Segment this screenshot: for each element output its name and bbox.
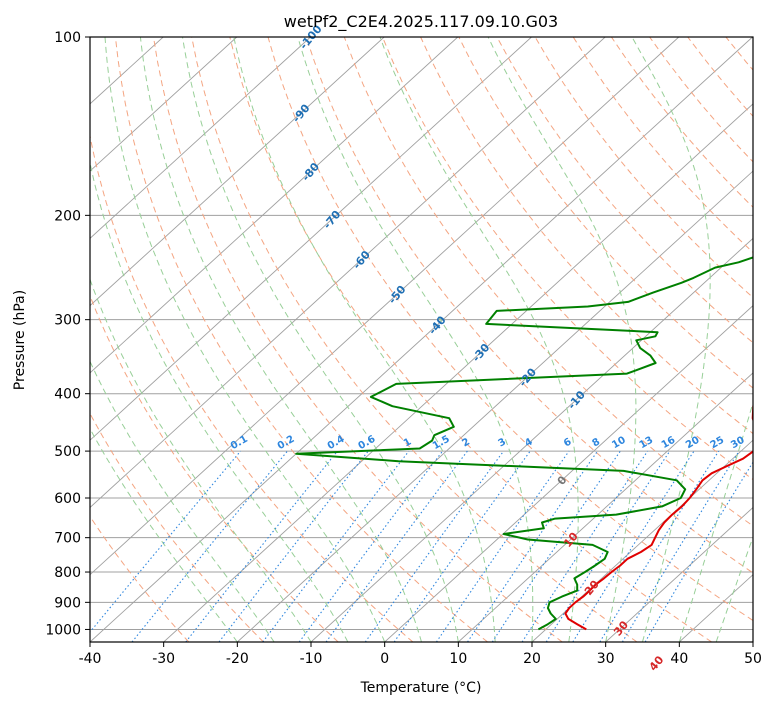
moist-adiabat-line — [104, 37, 386, 642]
isotherm-line — [90, 37, 311, 239]
x-tick-label: 20 — [523, 651, 541, 667]
isotherm-line — [163, 103, 753, 642]
isotherm-line — [90, 37, 680, 576]
x-tick-label: 0 — [380, 651, 389, 667]
x-tick-label: -40 — [79, 651, 102, 667]
moist-adiabat-line — [90, 360, 275, 642]
dry-adiabat-line — [534, 37, 753, 299]
temperature-profile-line — [564, 402, 753, 631]
x-tick-label: 40 — [670, 651, 688, 667]
chart-title: wetPf2_C2E4.2025.117.09.10.G03 — [284, 12, 558, 32]
mixing-ratio-label: 6 — [562, 436, 574, 449]
x-tick-label: -20 — [226, 651, 249, 667]
isotherm-line — [90, 37, 532, 441]
y-tick-label: 300 — [54, 313, 81, 329]
dry-adiabat-line — [114, 37, 488, 642]
moist-adiabat-line — [379, 37, 579, 642]
y-tick-label: 200 — [54, 208, 81, 224]
dry-adiabat-line — [90, 412, 264, 642]
y-tick-label: 700 — [54, 531, 81, 547]
mixing-ratio-label: 1 — [402, 436, 414, 449]
dry-adiabat-line — [382, 37, 753, 481]
moist-adiabat-line — [233, 37, 496, 642]
y-axis-label: Pressure (hPa) — [12, 290, 28, 390]
x-axis-label: Temperature (°C) — [360, 680, 482, 696]
x-tick-label: -10 — [300, 651, 323, 667]
y-tick-label: 600 — [54, 491, 81, 507]
dewpoint-profile-line — [295, 256, 753, 631]
x-tick-label: 10 — [449, 651, 467, 667]
dry-adiabat-line — [305, 37, 753, 574]
mixing-ratio-line — [521, 450, 649, 642]
mixing-ratio-line — [325, 450, 468, 642]
x-tick-label: -30 — [152, 651, 175, 667]
mixing-ratio-line — [467, 450, 599, 642]
mixing-ratio-line — [599, 450, 720, 642]
mixing-ratio-line — [435, 450, 570, 642]
dry-adiabat-line — [343, 37, 753, 527]
moist-adiabat-line — [90, 427, 238, 642]
isotherm-line — [90, 37, 606, 509]
y-tick-label: 500 — [54, 444, 81, 460]
dry-adiabat-line — [229, 37, 712, 642]
mixing-ratio-line — [364, 450, 505, 642]
mixing-ratio-label: 8 — [591, 436, 603, 449]
mixing-ratio-line — [131, 450, 288, 642]
y-tick-label: 1000 — [45, 622, 81, 638]
y-tick-label: 100 — [54, 30, 81, 46]
isotherm-line — [236, 170, 753, 642]
moist-adiabat-line — [487, 37, 637, 642]
isotherm-line — [605, 506, 753, 642]
moist-adiabat-line — [297, 37, 534, 642]
isotherm-line — [531, 439, 753, 642]
mixing-ratio-label: 3 — [497, 436, 509, 449]
moist-adiabat-line — [631, 37, 711, 642]
mixing-ratio-line — [185, 450, 338, 642]
isotherm-line — [384, 305, 753, 642]
moist-adiabat-line — [139, 37, 422, 642]
y-tick-label: 400 — [54, 387, 81, 403]
x-tick-label: 30 — [597, 651, 615, 667]
mixing-ratio-line — [393, 450, 531, 642]
mixing-ratio-line — [90, 450, 242, 633]
dry-adiabat-line — [267, 37, 753, 622]
isotherm-line — [90, 37, 385, 307]
moist-adiabat-line — [715, 535, 753, 642]
mixing-ratio-label: 2 — [460, 436, 472, 449]
mixing-ratio-line — [621, 450, 740, 642]
y-tick-label: 900 — [54, 595, 81, 611]
mixing-ratio-line — [262, 450, 410, 642]
mixing-ratio-line — [491, 450, 621, 642]
moist-adiabat-line — [182, 37, 459, 642]
isotherm-line — [90, 37, 238, 172]
mixing-ratio-line — [298, 450, 444, 642]
y-tick-label: 800 — [54, 565, 81, 581]
mixing-ratio-label: 4 — [523, 436, 535, 449]
moist-adiabat-line — [90, 160, 349, 642]
x-tick-label: 50 — [744, 651, 762, 667]
dry-adiabat-line — [90, 133, 414, 642]
dry-adiabat-line — [153, 37, 563, 642]
plot-frame — [89, 36, 754, 643]
moist-adiabat-line — [678, 400, 753, 642]
isotherm-line — [457, 372, 753, 642]
isotherm-line — [90, 37, 459, 374]
dry-adiabat-line — [90, 515, 190, 642]
